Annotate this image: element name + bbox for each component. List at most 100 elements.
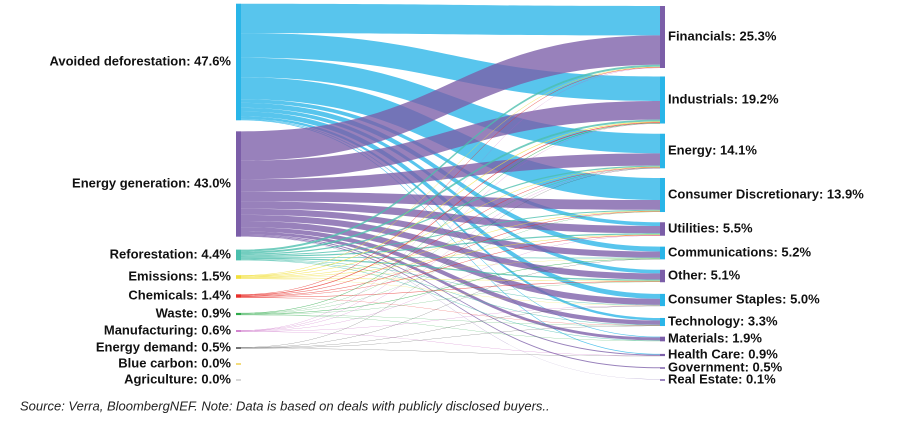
flow — [241, 258, 660, 315]
flow — [241, 35, 660, 161]
target-node — [660, 293, 665, 307]
flow — [241, 99, 660, 226]
source-label: Energy demand: 0.5% — [96, 339, 232, 354]
flow — [241, 211, 660, 314]
flow — [241, 166, 660, 277]
flow — [241, 234, 660, 278]
flow — [241, 259, 660, 326]
target-label: Utilities: 5.5% — [668, 220, 753, 235]
flow — [241, 67, 660, 331]
flow — [241, 66, 660, 276]
links — [241, 3, 660, 380]
flow — [241, 233, 660, 257]
target-node — [660, 353, 665, 357]
flow — [241, 100, 660, 180]
source-label: Agriculture: 0.0% — [124, 371, 231, 386]
flow — [241, 281, 660, 298]
target-label: Technology: 3.3% — [668, 313, 778, 328]
flow — [241, 168, 660, 331]
target-node — [660, 222, 665, 236]
flow — [241, 119, 660, 355]
flow — [241, 235, 660, 369]
source-node — [236, 379, 241, 381]
source-node — [236, 131, 241, 237]
source-node — [236, 275, 241, 279]
source-label: Energy generation: 43.0% — [72, 175, 231, 190]
source-node — [236, 312, 241, 316]
flow — [241, 122, 660, 296]
flow — [241, 33, 660, 101]
target-label: Materials: 1.9% — [668, 330, 762, 345]
flow — [241, 234, 660, 356]
source-label: Chemicals: 1.4% — [128, 287, 231, 302]
flow — [241, 314, 660, 326]
flow — [241, 297, 660, 326]
target-node — [660, 379, 665, 381]
flow — [241, 201, 660, 234]
source-label: Manufacturing: 0.6% — [104, 322, 232, 337]
source-node — [236, 347, 241, 349]
target-node — [660, 6, 665, 68]
flow — [241, 278, 660, 282]
flow — [241, 236, 660, 380]
flow — [241, 121, 660, 277]
source-node — [236, 3, 241, 121]
target-node — [660, 246, 665, 260]
flow — [241, 281, 660, 315]
flow — [241, 231, 660, 341]
flow — [241, 278, 660, 306]
target-node — [660, 336, 665, 342]
target-label: Health Care: 0.9% — [668, 346, 778, 361]
source-node — [236, 249, 241, 261]
flow — [241, 167, 660, 296]
flow — [241, 123, 660, 314]
flow — [241, 123, 660, 331]
source-node — [236, 294, 241, 298]
flow — [241, 256, 660, 259]
flow — [241, 191, 660, 210]
target-label: Communications: 5.2% — [668, 244, 811, 259]
flow — [241, 259, 660, 348]
target-label: Industrials: 19.2% — [668, 91, 779, 106]
flow — [241, 3, 660, 36]
flow — [241, 165, 660, 255]
source-node — [236, 363, 241, 365]
flow — [241, 210, 660, 278]
flow — [241, 348, 660, 357]
flow — [241, 67, 660, 295]
flow — [241, 305, 660, 332]
target-label: Consumer Discretionary: 13.9% — [668, 186, 864, 201]
target-label: Real Estate: 0.1% — [668, 371, 776, 386]
flow — [241, 209, 660, 256]
flow — [241, 119, 660, 254]
flow — [241, 118, 660, 338]
source-label: Blue carbon: 0.0% — [118, 355, 231, 370]
flow — [241, 235, 660, 297]
flow — [241, 214, 660, 280]
target-node — [660, 76, 665, 124]
flow — [241, 258, 660, 306]
source-node — [236, 330, 241, 332]
flow — [241, 235, 660, 332]
nodes: Avoided deforestation: 47.6% Energy gener… — [49, 3, 864, 386]
flow — [241, 305, 660, 348]
flow — [241, 227, 660, 325]
target-node — [660, 317, 665, 327]
flow — [241, 64, 660, 252]
target-label: Energy: 14.1% — [668, 142, 757, 157]
flow — [241, 259, 660, 341]
target-node — [660, 133, 665, 169]
target-label: Financials: 25.3% — [668, 28, 777, 43]
flow — [241, 168, 660, 348]
flow — [241, 258, 660, 279]
target-node — [660, 367, 665, 369]
target-node — [660, 177, 665, 213]
target-label: Consumer Staples: 5.0% — [668, 291, 820, 306]
target-label: Other: 5.1% — [668, 267, 741, 282]
source-label: Emissions: 1.5% — [128, 268, 231, 283]
flow — [241, 211, 660, 297]
flow — [241, 167, 660, 314]
flow — [241, 314, 660, 342]
source-note: Source: Verra, BloombergNEF. Note: Data … — [20, 398, 550, 413]
flow — [241, 107, 660, 274]
